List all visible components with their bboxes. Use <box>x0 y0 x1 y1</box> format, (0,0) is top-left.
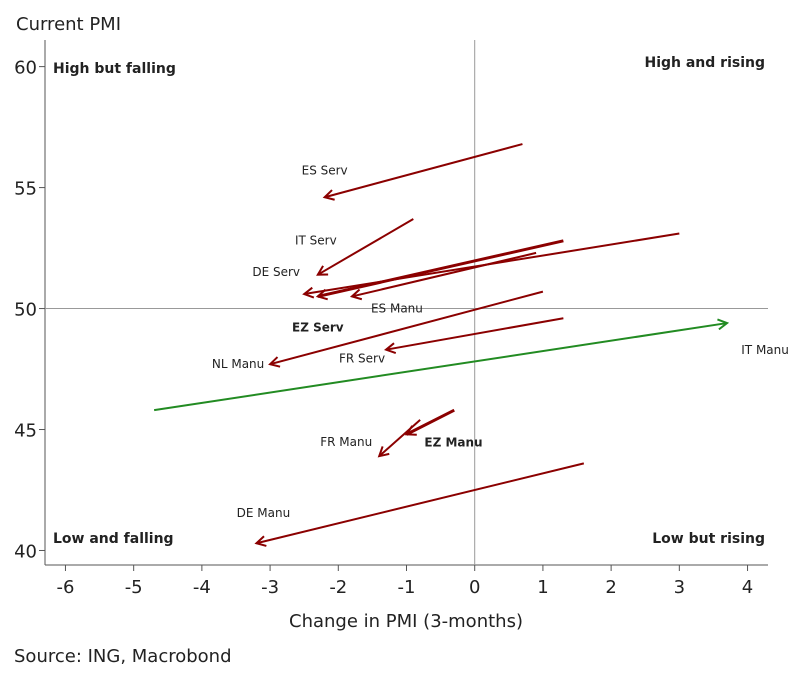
arrow-es-manu <box>352 251 537 297</box>
point-label-ez-manu: EZ Manu <box>424 435 482 449</box>
arrow-fr-manu <box>379 419 421 456</box>
quadrant-label-tr: High and rising <box>644 55 765 71</box>
arrow-it-manu <box>153 323 727 412</box>
y-tick-label: 50 <box>14 300 37 321</box>
point-label-es-manu: ES Manu <box>371 301 423 315</box>
y-tick-label: 45 <box>14 421 37 442</box>
pmi-scatter-plot: Current PMI Change in PMI (3-months) -6 -… <box>14 14 789 632</box>
quadrant-label-br: Low but rising <box>652 531 765 547</box>
point-label-de-manu: DE Manu <box>237 506 291 520</box>
y-tick-label: 60 <box>14 58 37 79</box>
point-label-fr-manu: FR Manu <box>320 435 372 449</box>
y-tick-label: 55 <box>14 179 37 200</box>
quadrant-label-tl: High but falling <box>53 61 176 77</box>
x-tick-label: -1 <box>398 577 416 598</box>
x-tick-label: -6 <box>56 577 74 598</box>
x-tick-label: -2 <box>329 577 347 598</box>
point-label-nl-manu: NL Manu <box>212 357 264 371</box>
point-label-de-serv: DE Serv <box>252 265 300 279</box>
arrow-de-manu <box>256 462 585 543</box>
x-tick-label: 1 <box>537 577 548 598</box>
arrow-ez-manu <box>407 408 455 434</box>
x-tick-label: -3 <box>261 577 279 598</box>
point-label-fr-serv: FR Serv <box>339 352 385 366</box>
point-label-it-serv: IT Serv <box>295 234 337 248</box>
y-axis-title: Current PMI <box>16 14 121 35</box>
arrow-ez-serv <box>318 239 564 297</box>
x-tick-label: -5 <box>125 577 143 598</box>
source-note: Source: ING, Macrobond <box>14 646 232 667</box>
x-tick-label: -4 <box>193 577 211 598</box>
x-tick-label: 3 <box>674 577 685 598</box>
x-axis-title: Change in PMI (3-months) <box>289 611 523 632</box>
y-tick-label: 40 <box>14 541 37 562</box>
arrow-fr-serv <box>386 317 564 349</box>
x-tick-label: 0 <box>469 577 480 598</box>
x-tick-label: 2 <box>605 577 616 598</box>
x-tick-label: 4 <box>742 577 753 598</box>
point-label-it-manu: IT Manu <box>741 343 789 357</box>
arrow-es-serv <box>325 143 523 197</box>
point-label-ez-serv: EZ Serv <box>292 320 344 334</box>
point-label-es-serv: ES Serv <box>302 163 348 177</box>
quadrant-label-bl: Low and falling <box>53 531 174 547</box>
arrow-nl-manu <box>270 290 544 365</box>
arrow-it-serv <box>318 218 414 275</box>
